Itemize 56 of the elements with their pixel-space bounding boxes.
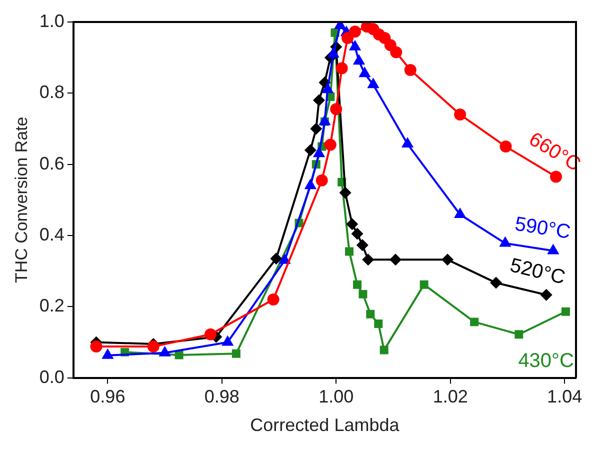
point bbox=[362, 254, 374, 266]
point bbox=[356, 239, 368, 252]
point bbox=[366, 310, 375, 318]
point bbox=[342, 32, 354, 44]
point bbox=[358, 290, 368, 298]
point bbox=[147, 340, 160, 352]
y-tick-label: 0.8 bbox=[39, 82, 64, 102]
point bbox=[514, 330, 524, 339]
point bbox=[346, 218, 358, 230]
point bbox=[420, 280, 428, 289]
x-tick-label: 1.00 bbox=[318, 386, 354, 407]
point bbox=[339, 186, 352, 199]
point bbox=[351, 228, 364, 240]
point bbox=[267, 294, 280, 306]
point bbox=[174, 350, 184, 360]
series-label: 430°C bbox=[518, 350, 574, 372]
text: 590°C bbox=[513, 213, 572, 244]
point bbox=[324, 138, 336, 151]
y-tick-label: 0.0 bbox=[39, 366, 64, 387]
point bbox=[336, 62, 348, 74]
point bbox=[232, 349, 240, 358]
point bbox=[270, 252, 282, 265]
y-tick-label: 0.4 bbox=[39, 224, 64, 244]
point bbox=[390, 254, 402, 266]
point bbox=[310, 122, 322, 135]
y-tick-label: 1.0 bbox=[39, 10, 64, 31]
point bbox=[454, 108, 466, 121]
y-tick-label: 0.6 bbox=[39, 153, 64, 174]
point bbox=[345, 247, 354, 256]
point bbox=[470, 318, 479, 326]
x-axis-title: Corrected Lambda bbox=[250, 415, 400, 436]
point bbox=[304, 144, 316, 156]
point bbox=[353, 280, 362, 289]
y-axis-title: THC Conversion Rate bbox=[12, 116, 31, 284]
point bbox=[313, 94, 325, 106]
point bbox=[490, 276, 502, 289]
point bbox=[540, 288, 552, 301]
point bbox=[204, 328, 216, 340]
x-tick-label: 0.96 bbox=[90, 386, 126, 407]
point bbox=[442, 254, 454, 266]
text: 520°C bbox=[508, 254, 568, 289]
point bbox=[500, 140, 512, 153]
point bbox=[390, 46, 402, 58]
point bbox=[348, 26, 361, 38]
point bbox=[550, 170, 562, 183]
x-tick-label: 1.04 bbox=[547, 386, 582, 407]
point bbox=[561, 307, 570, 316]
point bbox=[90, 340, 102, 352]
y-tick-label: 0.2 bbox=[39, 296, 64, 316]
point bbox=[316, 174, 328, 186]
point bbox=[374, 319, 383, 328]
x-tick-label: 1.02 bbox=[432, 386, 468, 407]
point bbox=[380, 346, 388, 354]
point bbox=[404, 64, 416, 76]
point bbox=[330, 103, 342, 116]
x-tick-label: 0.98 bbox=[204, 386, 240, 407]
